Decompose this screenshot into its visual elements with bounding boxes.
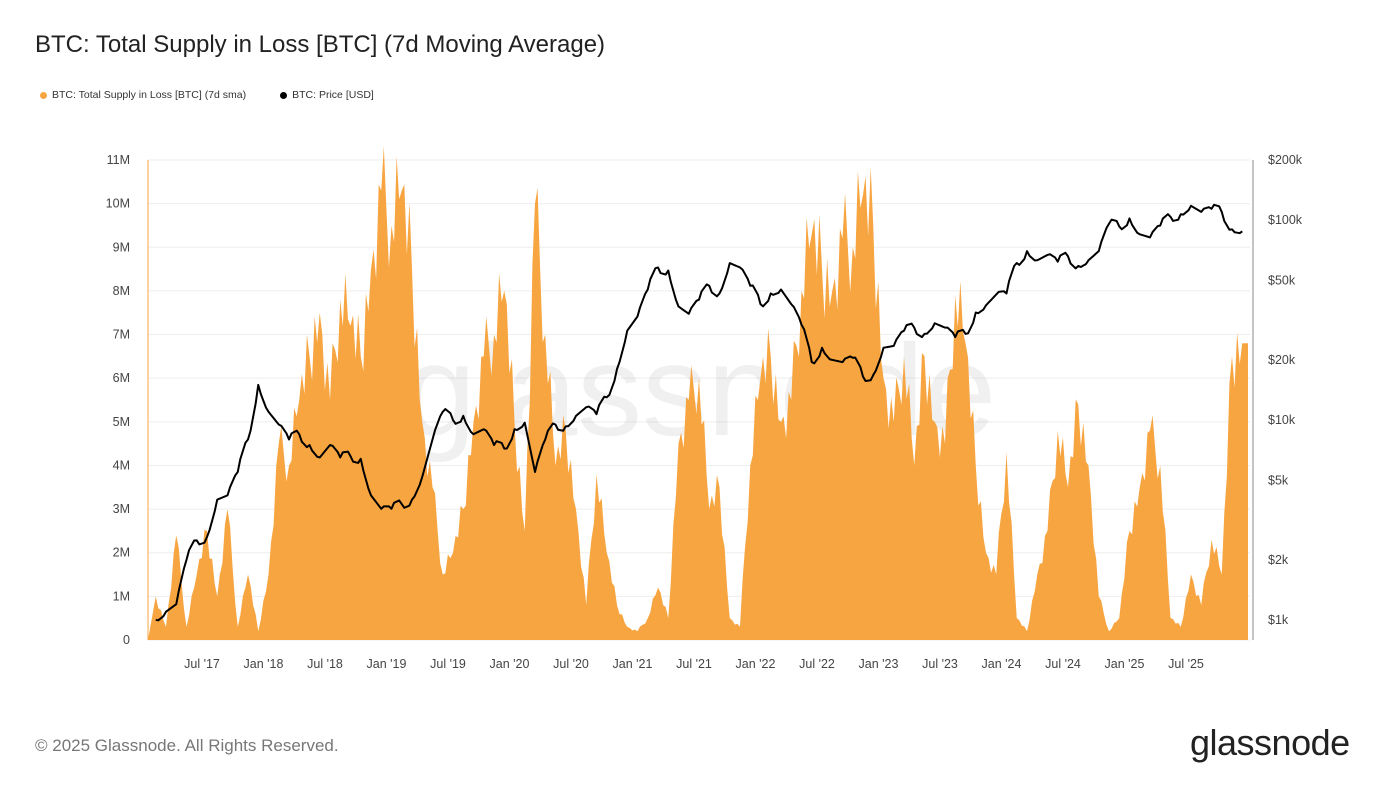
- x-tick-label: Jul '17: [184, 657, 220, 671]
- y-left-tick-label: 8M: [113, 284, 130, 298]
- x-tick-label: Jan '19: [367, 657, 407, 671]
- legend: BTC: Total Supply in Loss [BTC] (7d sma)…: [40, 89, 374, 101]
- price-line: [155, 203, 1243, 622]
- x-tick-label: Jan '24: [982, 657, 1022, 671]
- y-right-tick-label: $2k: [1268, 553, 1289, 567]
- x-tick-label: Jul '22: [799, 657, 835, 671]
- y-left-tick-label: 10M: [106, 197, 130, 211]
- chart-title: BTC: Total Supply in Loss [BTC] (7d Movi…: [35, 31, 606, 58]
- y-left-tick-label: 1M: [113, 589, 130, 603]
- x-tick-label: Jan '23: [859, 657, 899, 671]
- x-tick-label: Jan '20: [490, 657, 530, 671]
- supply-area: [148, 146, 1248, 641]
- y-left-tick-label: 2M: [113, 546, 130, 560]
- y-right-tick-label: $10k: [1268, 413, 1296, 427]
- x-tick-label: Jul '21: [676, 657, 712, 671]
- y-left-tick-label: 7M: [113, 328, 130, 342]
- x-tick-label: Jul '24: [1045, 657, 1081, 671]
- y-left-tick-label: 4M: [113, 458, 130, 472]
- x-tick-label: Jul '20: [553, 657, 589, 671]
- x-tick-label: Jul '23: [922, 657, 958, 671]
- y-right-tick-label: $100k: [1268, 213, 1303, 227]
- y-left-tick-label: 9M: [113, 240, 130, 254]
- x-tick-label: Jul '25: [1168, 657, 1204, 671]
- legend-item-supply[interactable]: BTC: Total Supply in Loss [BTC] (7d sma): [40, 89, 246, 101]
- y-right-tick-label: $20k: [1268, 353, 1296, 367]
- x-tick-label: Jul '19: [430, 657, 466, 671]
- x-tick-label: Jul '18: [307, 657, 343, 671]
- y-right-tick-label: $50k: [1268, 273, 1296, 287]
- legend-dot-supply-icon: [40, 91, 47, 99]
- y-left-tick-label: 3M: [113, 502, 130, 516]
- x-tick-label: Jan '22: [736, 657, 776, 671]
- y-left-tick-label: 6M: [113, 371, 130, 385]
- x-tick-label: Jan '25: [1105, 657, 1145, 671]
- x-tick-label: Jan '21: [613, 657, 653, 671]
- y-right-tick-label: $200k: [1268, 153, 1303, 167]
- y-right-tick-label: $1k: [1268, 613, 1289, 627]
- legend-dot-price-icon: [280, 91, 288, 99]
- copyright: © 2025 Glassnode. All Rights Reserved.: [35, 736, 339, 755]
- y-left-tick-label: 11M: [107, 153, 130, 167]
- y-left-tick-label: 0: [123, 633, 130, 647]
- x-tick-label: Jan '18: [244, 657, 284, 671]
- legend-label-supply: BTC: Total Supply in Loss [BTC] (7d sma): [52, 89, 247, 101]
- y-right-tick-label: $5k: [1268, 473, 1289, 487]
- legend-item-price[interactable]: BTC: Price [USD]: [280, 89, 374, 101]
- glassnode-logo: glassnode: [1190, 722, 1350, 763]
- y-left-tick-label: 5M: [113, 415, 130, 429]
- legend-label-price: BTC: Price [USD]: [292, 89, 374, 101]
